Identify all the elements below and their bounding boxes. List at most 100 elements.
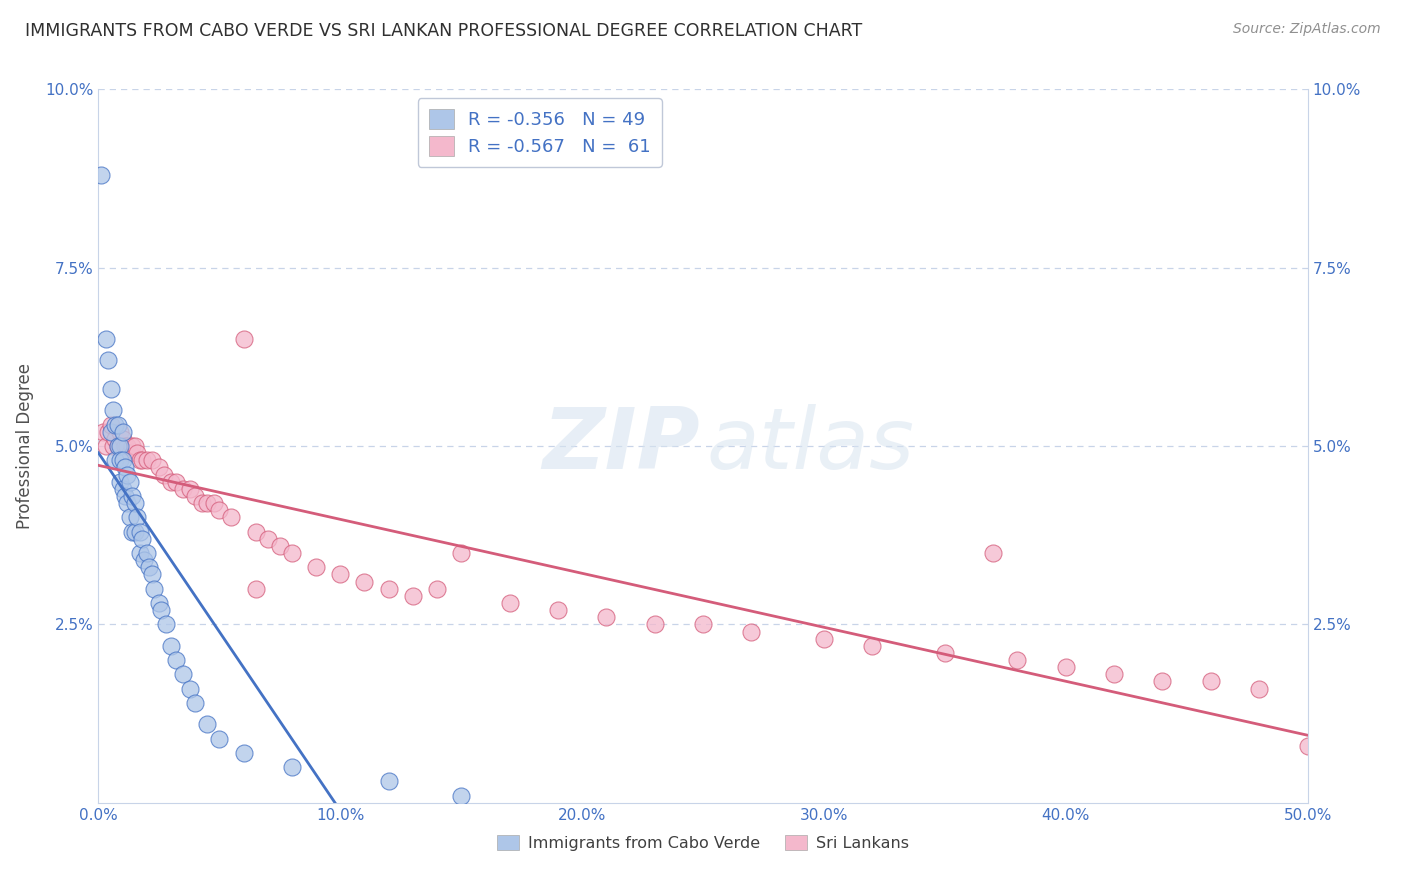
Point [108,475,131,489]
Point [114,439,136,453]
Point [232,746,254,760]
Point [934,646,956,660]
Point [305,560,328,574]
Text: atlas: atlas [707,404,915,488]
Point [208,503,231,517]
Point [165,653,187,667]
Point [740,624,762,639]
Point [104,453,127,467]
Point [107,417,129,432]
Point [1249,681,1271,696]
Point [179,681,201,696]
Point [1152,674,1174,689]
Point [195,717,218,731]
Point [111,453,134,467]
Point [353,574,375,589]
Point [111,482,134,496]
Point [135,453,157,467]
Point [1199,674,1222,689]
Point [1296,739,1319,753]
Point [160,475,183,489]
Point [124,524,146,539]
Point [118,475,141,489]
Point [141,567,163,582]
Point [160,639,183,653]
Point [101,403,124,417]
Point [141,453,163,467]
Point [100,382,122,396]
Point [128,524,150,539]
Point [281,760,304,774]
Point [91,425,114,439]
Point [117,467,139,482]
Point [135,546,157,560]
Point [148,460,170,475]
Point [208,731,231,746]
Point [221,510,243,524]
Point [121,439,143,453]
Point [547,603,569,617]
Point [143,582,166,596]
Point [107,439,129,453]
Point [94,439,117,453]
Point [269,539,291,553]
Point [107,439,129,453]
Point [127,510,149,524]
Point [114,460,136,475]
Point [595,610,617,624]
Point [128,453,150,467]
Point [148,596,170,610]
Point [155,617,177,632]
Point [204,496,226,510]
Point [281,546,304,560]
Point [131,453,153,467]
Point [245,582,267,596]
Point [114,489,136,503]
Point [131,532,153,546]
Point [179,482,201,496]
Point [377,582,399,596]
Point [256,532,278,546]
Point [981,546,1004,560]
Point [101,439,124,453]
Point [195,496,218,510]
Point [450,546,472,560]
Text: IMMIGRANTS FROM CABO VERDE VS SRI LANKAN PROFESSIONAL DEGREE CORRELATION CHART: IMMIGRANTS FROM CABO VERDE VS SRI LANKAN… [25,22,862,40]
Point [117,439,139,453]
Point [97,425,120,439]
Point [117,496,139,510]
Point [124,439,146,453]
Point [245,524,267,539]
Point [165,475,187,489]
Point [118,510,141,524]
Point [450,789,472,803]
Point [150,603,173,617]
Point [329,567,352,582]
Point [1054,660,1077,674]
Point [118,446,141,460]
Point [184,489,207,503]
Point [121,489,143,503]
Point [108,425,131,439]
Point [426,582,449,596]
Point [127,446,149,460]
Point [104,432,127,446]
Point [111,432,134,446]
Point [124,496,146,510]
Point [108,453,131,467]
Point [1007,653,1029,667]
Text: ZIP: ZIP [541,404,699,488]
Point [128,546,150,560]
Point [644,617,666,632]
Legend: Immigrants from Cabo Verde, Sri Lankans: Immigrants from Cabo Verde, Sri Lankans [488,827,918,859]
Point [498,596,520,610]
Point [232,332,254,346]
Point [108,439,131,453]
Point [121,524,143,539]
Y-axis label: Professional Degree: Professional Degree [15,363,34,529]
Point [111,425,134,439]
Point [172,482,194,496]
Point [377,774,399,789]
Point [100,425,122,439]
Point [1102,667,1125,681]
